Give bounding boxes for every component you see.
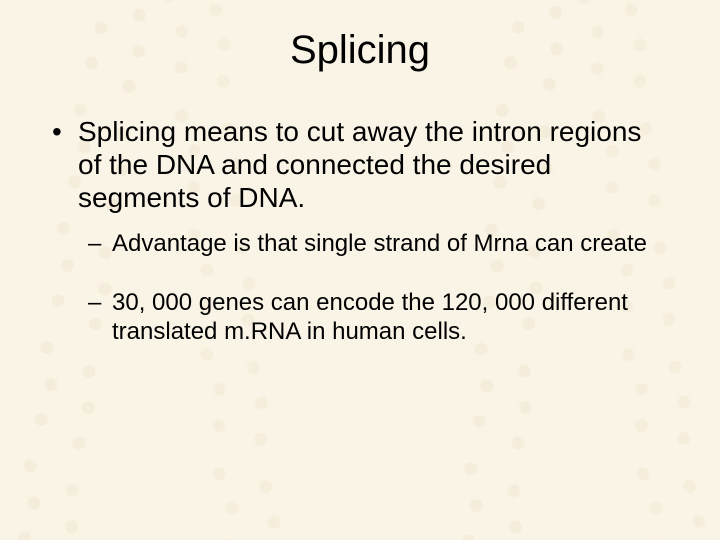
bullet-text: Advantage is that single strand of Mrna … — [112, 230, 647, 259]
slide: Splicing • Splicing means to cut away th… — [0, 0, 720, 540]
bullet-level-2: – Advantage is that single strand of Mrn… — [88, 230, 670, 259]
dash-marker: – — [88, 289, 112, 347]
bullet-text: Splicing means to cut away the intron re… — [78, 115, 670, 214]
slide-title: Splicing — [50, 28, 670, 73]
bullet-level-1: • Splicing means to cut away the intron … — [50, 115, 670, 214]
dash-marker: – — [88, 230, 112, 259]
bullet-text: 30, 000 genes can encode the 120, 000 di… — [112, 289, 670, 347]
slide-body: • Splicing means to cut away the intron … — [50, 115, 670, 346]
bullet-marker: • — [50, 115, 78, 214]
bullet-level-2: – 30, 000 genes can encode the 120, 000 … — [88, 289, 670, 347]
